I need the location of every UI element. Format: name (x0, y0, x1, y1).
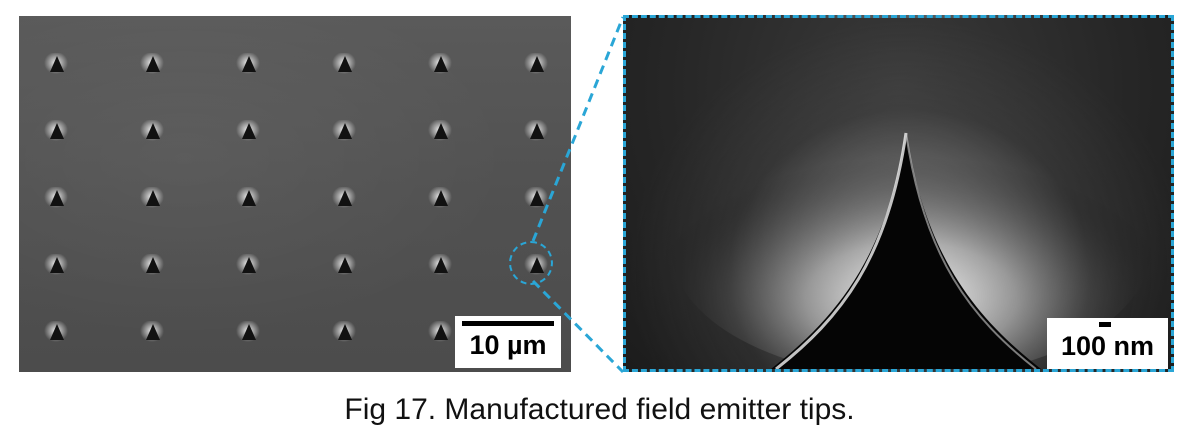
emitter-tip (232, 248, 266, 282)
emitter-tip (136, 248, 170, 282)
scale-bar-label: 10 µm (469, 330, 547, 360)
emitter-tip (136, 47, 170, 81)
emitter-tip (424, 47, 458, 81)
emitter-tip (40, 181, 74, 215)
emitter-tip (136, 114, 170, 148)
emitter-tip (232, 315, 266, 349)
emitter-tip (520, 114, 554, 148)
scale-bar-line (462, 321, 554, 326)
figure-caption: Fig 17. Manufactured field emitter tips. (344, 393, 855, 426)
emitter-tip (424, 114, 458, 148)
emitter-tip (424, 248, 458, 282)
emitter-tip (328, 315, 362, 349)
emitter-tip (424, 315, 458, 349)
scale-bar-label: 100 nm (1060, 331, 1155, 361)
emitter-tip (328, 47, 362, 81)
emitter-tip (520, 47, 554, 81)
emitter-tip (232, 47, 266, 81)
emitter-tip (40, 315, 74, 349)
emitter-tip-closeup (671, 118, 1151, 369)
magnified-region-marker (509, 241, 553, 285)
emitter-tip (328, 248, 362, 282)
emitter-tip (136, 181, 170, 215)
emitter-tip (520, 181, 554, 215)
emitter-tip (136, 315, 170, 349)
emitter-tip (424, 181, 458, 215)
emitter-tip (232, 114, 266, 148)
scale-bar-left: 10 µm (455, 316, 561, 368)
scale-bar-line (1099, 322, 1111, 327)
emitter-tip (328, 114, 362, 148)
emitter-tip (232, 181, 266, 215)
emitter-tip (40, 47, 74, 81)
emitter-tip (40, 248, 74, 282)
emitter-tip (328, 181, 362, 215)
emitter-tip (40, 114, 74, 148)
scale-bar-right: 100 nm (1047, 318, 1168, 369)
sem-closeup-image (623, 15, 1174, 372)
